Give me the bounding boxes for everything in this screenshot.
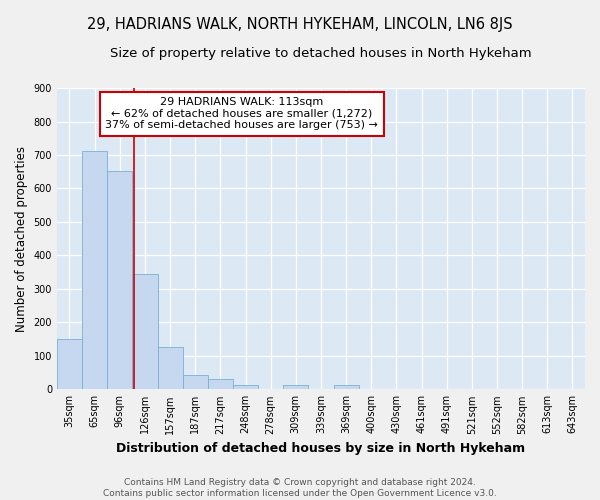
Bar xyxy=(158,347,182,390)
Text: Contains HM Land Registry data © Crown copyright and database right 2024.
Contai: Contains HM Land Registry data © Crown c… xyxy=(103,478,497,498)
Bar xyxy=(233,386,258,390)
Text: 29 HADRIANS WALK: 113sqm
← 62% of detached houses are smaller (1,272)
37% of sem: 29 HADRIANS WALK: 113sqm ← 62% of detach… xyxy=(106,97,378,130)
Bar xyxy=(57,339,82,390)
Bar xyxy=(107,171,133,390)
Bar xyxy=(82,151,107,390)
Bar xyxy=(182,375,208,390)
Bar xyxy=(283,386,308,390)
Text: 29, HADRIANS WALK, NORTH HYKEHAM, LINCOLN, LN6 8JS: 29, HADRIANS WALK, NORTH HYKEHAM, LINCOL… xyxy=(87,18,513,32)
Y-axis label: Number of detached properties: Number of detached properties xyxy=(15,146,28,332)
Bar xyxy=(133,274,158,390)
Title: Size of property relative to detached houses in North Hykeham: Size of property relative to detached ho… xyxy=(110,48,532,60)
Bar xyxy=(208,380,233,390)
Bar xyxy=(334,386,359,390)
X-axis label: Distribution of detached houses by size in North Hykeham: Distribution of detached houses by size … xyxy=(116,442,526,455)
